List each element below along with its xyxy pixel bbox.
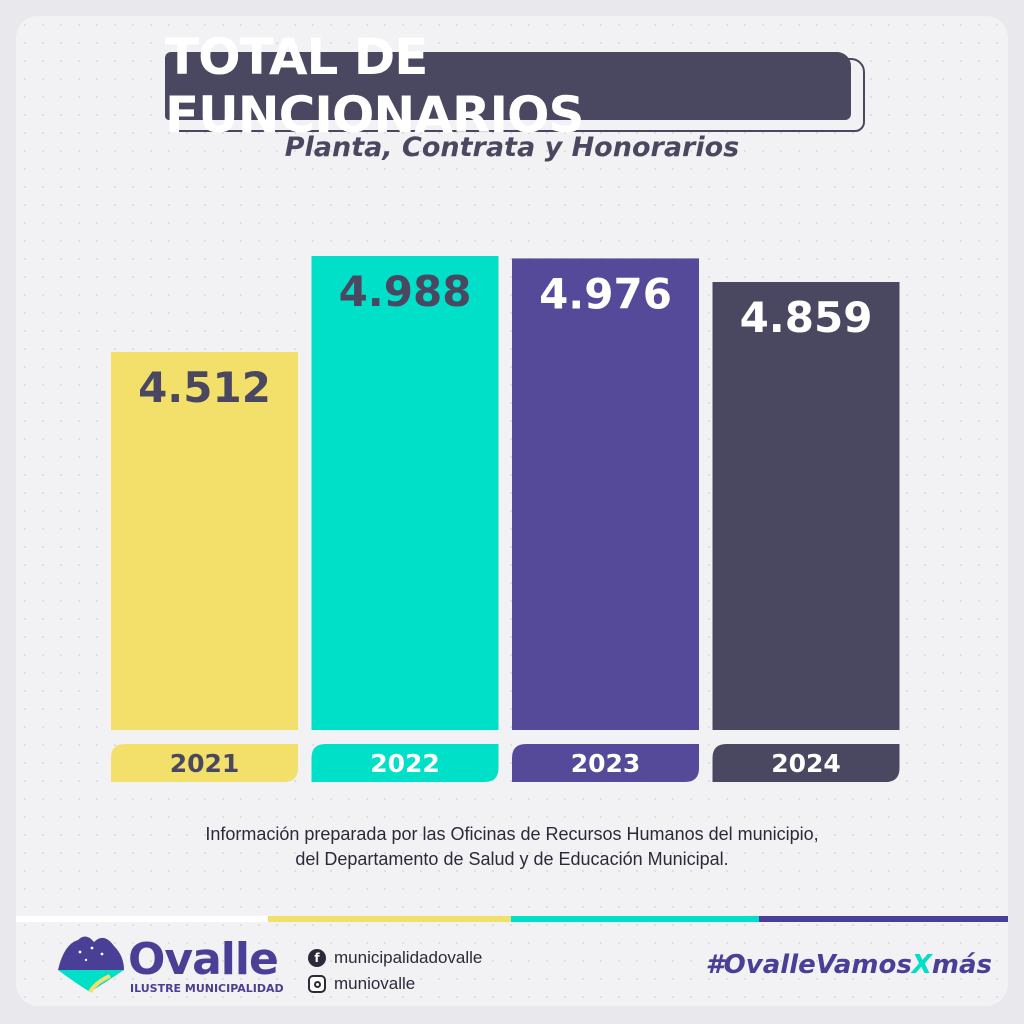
bar <box>512 258 699 730</box>
facebook-link[interactable]: f municipalidadovalle <box>308 946 482 970</box>
chart-title: TOTAL DE FUNCIONARIOS <box>165 28 585 144</box>
title-banner: TOTAL DE FUNCIONARIOS <box>165 28 865 144</box>
bar <box>712 282 900 730</box>
hashtag-part-2: X <box>911 950 932 980</box>
hashtag-part-1: #OvalleVamos <box>705 950 912 980</box>
footer-stripe <box>759 916 1008 922</box>
category-label: 2022 <box>370 749 440 778</box>
category-tab <box>712 744 900 782</box>
hashtag-part-3: más <box>931 950 992 980</box>
title-banner-box: TOTAL DE FUNCIONARIOS <box>165 28 851 144</box>
category-tab <box>111 744 298 782</box>
category-label: 2021 <box>170 749 240 778</box>
instagram-icon <box>308 975 326 993</box>
ovalle-logo: Ovalle ILUSTRE MUNICIPALIDAD <box>56 930 296 1000</box>
footer-stripe <box>268 916 511 922</box>
bar-value-label: 4.988 <box>339 267 472 316</box>
source-note-line-2: del Departamento de Salud y de Educación… <box>295 849 729 869</box>
social-links: f municipalidadovalle muniovalle <box>308 946 482 998</box>
facebook-handle: municipalidadovalle <box>334 948 483 967</box>
bar-value-label: 4.859 <box>740 293 873 342</box>
bar <box>311 256 499 730</box>
bar-value-label: 4.512 <box>138 363 271 412</box>
category-label: 2024 <box>771 749 841 778</box>
bar <box>111 352 298 730</box>
chart-subtitle: Planta, Contrata y Honorarios <box>284 132 740 163</box>
category-label: 2023 <box>571 749 641 778</box>
logo-wordmark: Ovalle <box>128 934 279 985</box>
logo-subtitle: ILUSTRE MUNICIPALIDAD <box>130 982 284 995</box>
mountain-logo-icon <box>58 936 124 994</box>
bar-value-label: 4.976 <box>539 269 672 318</box>
source-note-line-1: Información preparada por las Oficinas d… <box>205 824 819 844</box>
category-tab <box>512 744 699 782</box>
footer-stripes <box>16 916 1008 922</box>
instagram-handle: muniovalle <box>334 974 416 993</box>
category-tab <box>311 744 499 782</box>
source-note: Información preparada por las Oficinas d… <box>0 822 1024 872</box>
footer-stripe <box>16 916 268 922</box>
instagram-link[interactable]: muniovalle <box>308 972 482 996</box>
campaign-hashtag: #OvalleVamosXmás <box>706 950 992 980</box>
footer-stripe <box>511 916 759 922</box>
facebook-icon: f <box>308 949 326 967</box>
